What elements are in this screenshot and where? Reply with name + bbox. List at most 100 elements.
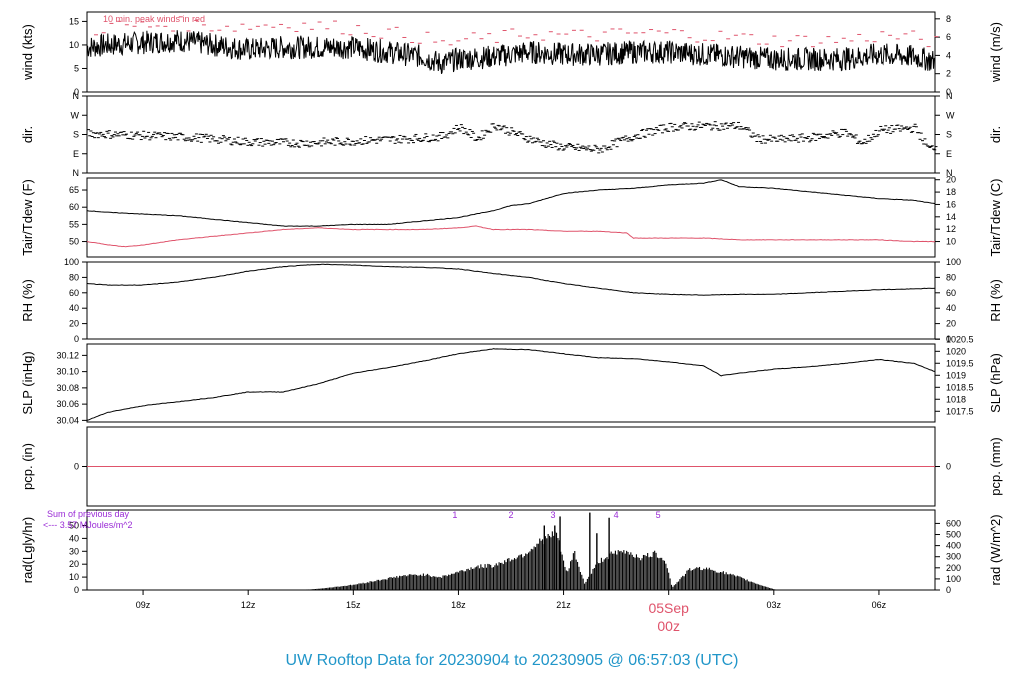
dir-left-tick-label: E — [73, 149, 79, 159]
temp-ylabel: Tair/Tdew (F) — [20, 179, 35, 256]
dir-left-tick-label: W — [71, 110, 80, 120]
panel-wind: 0 5 10 15 0 2 4 6 8 wind (kts) wind (m/s) 10 min. p… — [20, 11, 1003, 97]
slp-right-tick-label: 1019 — [946, 370, 966, 380]
rh-right-tick-label: 80 — [946, 272, 956, 282]
rh-left-tick-label: 20 — [69, 319, 79, 329]
wind-left-tick-label: 5 — [74, 63, 79, 73]
rad-right-tick-label: 600 — [946, 518, 961, 528]
slp-frame — [86, 343, 936, 423]
rad-right-tick-label: 500 — [946, 530, 961, 540]
panel-rad: 010203040500100200300400500600rad(Lgly/h… — [20, 509, 1003, 595]
temp-left-tick-label: 65 — [69, 185, 79, 195]
rh-left-tick-label: 60 — [69, 288, 79, 298]
dir-right-tick-label: N — [946, 91, 953, 101]
dir-right-tick-label: S — [946, 130, 952, 140]
x-tick-label: 21z — [556, 600, 571, 610]
rh-right-tick-label: 60 — [946, 288, 956, 298]
x-tick-label: 18z — [451, 600, 466, 610]
wind-frame — [86, 11, 936, 93]
slp-ylabel: SLP (inHg) — [20, 351, 35, 414]
rad-hour-marker: 2 — [508, 510, 513, 520]
wind-right-tick-label: 0 — [946, 87, 951, 97]
rad-left-tick-label: 20 — [69, 559, 79, 569]
rad-ylabel-right: rad (W/m^2) — [988, 514, 1003, 585]
rad-hour-marker: 4 — [614, 510, 619, 520]
dir-ylabel: dir. — [20, 126, 35, 143]
slp-left-tick-label: 30.06 — [56, 399, 79, 409]
x-tick-label: 09z — [136, 600, 151, 610]
slp-right-tick-label: 1020.5 — [946, 334, 974, 344]
rh-left-tick-label: 40 — [69, 303, 79, 313]
rad-right-tick-label: 100 — [946, 574, 961, 584]
slp-left-tick-label: 30.12 — [56, 350, 79, 360]
wind-series-0 — [86, 30, 936, 74]
rad-left-tick-label: 40 — [69, 533, 79, 543]
pcp-ylabel: pcp. (in) — [20, 443, 35, 490]
dir-right-tick-label: N — [946, 168, 953, 178]
rad-left-tick-label: 30 — [69, 546, 79, 556]
rh-ylabel: RH (%) — [20, 279, 35, 322]
dir-right-tick-label: W — [946, 110, 955, 120]
dir-left-tick-label: N — [73, 168, 80, 178]
footer-title: UW Rooftop Data for 20230904 to 20230905… — [286, 652, 739, 669]
rad-ylabel: rad(Lgly/hr) — [20, 517, 35, 583]
temp-frame — [86, 177, 936, 258]
rad-right-tick-label: 300 — [946, 552, 961, 562]
rad-hour-marker: 3 — [551, 510, 556, 520]
rad-left-tick-label: 10 — [69, 572, 79, 582]
slp-right-tick-label: 1018 — [946, 394, 966, 404]
temp-right-tick-label: 12 — [946, 224, 956, 234]
temp-right-tick-label: 10 — [946, 237, 956, 247]
panel-rh: 0 20 40 60 80 100 0 20 40 60 80 100 RH (%) RH (%) — [20, 257, 1003, 344]
panel-slp: 30.04 30.06 30.08 30.10 30.12 1017.5 1018 1018.… — [20, 334, 1003, 425]
rh-left-tick-label: 0 — [74, 334, 79, 344]
wind-left-tick-label: 15 — [69, 16, 79, 26]
temp-right-tick-label: 16 — [946, 199, 956, 209]
slp-left-tick-label: 30.10 — [56, 367, 79, 377]
rad-annotation-line: Sum of previous day — [47, 509, 130, 519]
rad-left-tick-label: 0 — [74, 585, 79, 595]
temp-left-tick-label: 50 — [69, 237, 79, 247]
rad-right-tick-label: 0 — [946, 585, 951, 595]
rad-series-0 — [291, 512, 778, 590]
dir-left-tick-label: N — [73, 91, 80, 101]
rad-right-tick-label: 400 — [946, 541, 961, 551]
wind-right-tick-label: 8 — [946, 14, 951, 24]
slp-right-tick-label: 1019.5 — [946, 358, 974, 368]
panel-temp: 50 55 60 65 10 12 14 16 18 20 Tair/Tdew (F) Tair/Td… — [20, 175, 1003, 258]
rh-right-tick-label: 0 — [946, 334, 951, 344]
pcp-left-tick-label: 0 — [74, 462, 79, 472]
pcp-right-tick-label: 0 — [946, 462, 951, 472]
rh-right-tick-label: 40 — [946, 303, 956, 313]
rad-frame — [86, 509, 936, 591]
dir-series-0 — [87, 121, 938, 154]
rad-right-tick-label: 200 — [946, 563, 961, 573]
x-tick-label: 15z — [346, 600, 361, 610]
x-day-time-label: 00z — [657, 618, 680, 634]
x-tick-label: 03z — [767, 600, 782, 610]
rh-ylabel-right: RH (%) — [988, 279, 1003, 322]
wind-annotation: 10 min. peak winds in red — [103, 14, 205, 24]
rh-frame — [86, 261, 936, 340]
temp-right-tick-label: 18 — [946, 187, 956, 197]
wind-ylabel: wind (kts) — [20, 24, 35, 81]
slp-ylabel-right: SLP (hPa) — [988, 353, 1003, 413]
wind-right-tick-label: 2 — [946, 69, 951, 79]
x-axis: 09z 12z 15z 18z 21z 03z 06z 05Sep 00z — [136, 590, 887, 634]
dir-ylabel-right: dir. — [988, 126, 1003, 143]
wind-left-tick-label: 0 — [74, 87, 79, 97]
rh-right-tick-label: 20 — [946, 319, 956, 329]
dir-left-tick-label: S — [73, 130, 79, 140]
rh-left-tick-label: 100 — [64, 257, 79, 267]
rh-right-tick-label: 100 — [946, 257, 961, 267]
slp-right-tick-label: 1017.5 — [946, 406, 974, 416]
pcp-ylabel-right: pcp. (mm) — [988, 437, 1003, 496]
rh-series-0 — [86, 263, 936, 296]
dir-frame — [86, 95, 936, 174]
wind-left-tick-label: 10 — [69, 40, 79, 50]
temp-series-tdew — [86, 225, 936, 248]
wind-right-tick-label: 6 — [946, 32, 951, 42]
temp-right-tick-label: 20 — [946, 175, 956, 185]
x-tick-label: 12z — [241, 600, 256, 610]
